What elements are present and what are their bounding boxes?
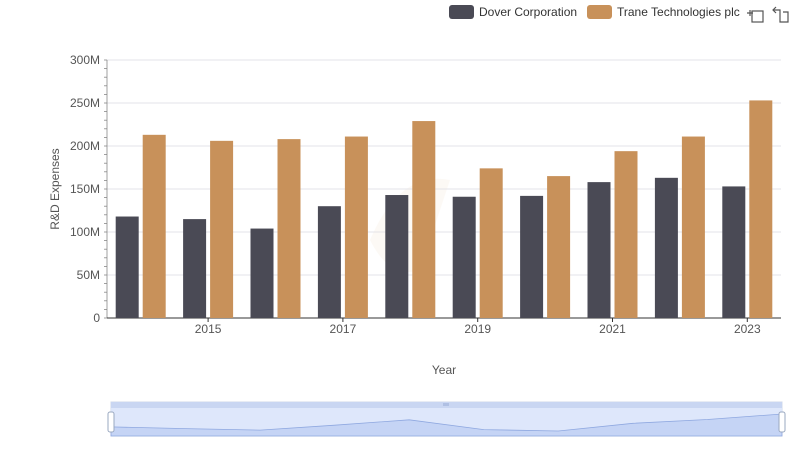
slider-right-handle[interactable]: [778, 411, 786, 433]
y-tick-label: 300M: [70, 53, 100, 67]
slider-left-handle[interactable]: [107, 411, 115, 433]
bar-trane[interactable]: [210, 140, 234, 318]
y-tick-label: 250M: [70, 96, 100, 110]
x-axis-title: Year: [432, 363, 456, 377]
legend-swatch-dover: [449, 5, 474, 19]
bar-dover[interactable]: [385, 195, 409, 318]
bar-dover[interactable]: [183, 219, 207, 318]
slider-top-bar[interactable]: [111, 402, 782, 408]
bar-dover[interactable]: [520, 195, 544, 318]
bar-trane[interactable]: [344, 136, 368, 318]
bar-dover[interactable]: [115, 216, 139, 318]
x-tick-label: 2015: [195, 322, 222, 336]
bar-trane[interactable]: [412, 121, 436, 318]
zoom-reset-icon[interactable]: [772, 6, 789, 23]
legend-label-trane: Trane Technologies plc: [617, 5, 740, 19]
gridlines: [107, 59, 781, 276]
bar-trane[interactable]: [749, 100, 773, 318]
y-tick-label: 150M: [70, 182, 100, 196]
data-zoom-slider[interactable]: [107, 401, 786, 437]
bar-trane[interactable]: [681, 136, 705, 318]
x-tick-label: 2019: [464, 322, 491, 336]
bar-dover[interactable]: [250, 228, 274, 318]
y-tick-label: 200M: [70, 139, 100, 153]
x-tick-label: 2017: [330, 322, 357, 336]
bar-dover[interactable]: [317, 206, 341, 318]
bar-trane[interactable]: [142, 134, 166, 318]
y-axis: 0 50M 100M 150M 200M 250M 300M: [70, 53, 108, 325]
legend-swatch-trane: [587, 5, 612, 19]
y-tick-label: 100M: [70, 225, 100, 239]
bar-trane[interactable]: [277, 139, 301, 318]
legend: Dover Corporation Trane Technologies plc: [449, 5, 740, 19]
bar-trane[interactable]: [614, 151, 638, 318]
legend-label-dover: Dover Corporation: [479, 5, 577, 19]
bar-dover[interactable]: [722, 186, 746, 318]
slider-preview-line: [110, 413, 783, 437]
legend-item-dover[interactable]: Dover Corporation: [449, 5, 577, 19]
x-axis: 2015 2017 2019 2021 2023: [107, 317, 781, 336]
x-tick-label: 2023: [734, 322, 761, 336]
bars: [115, 100, 773, 318]
bar-trane[interactable]: [547, 176, 571, 318]
y-axis-title: R&D Expenses: [48, 148, 62, 229]
y-tick-label: 50M: [77, 268, 100, 282]
x-tick-label: 2021: [599, 322, 626, 336]
zoom-select-icon[interactable]: [747, 10, 764, 23]
bar-dover[interactable]: [587, 182, 611, 318]
bar-dover[interactable]: [452, 196, 476, 318]
y-tick-label: 0: [93, 311, 100, 325]
legend-item-trane[interactable]: Trane Technologies plc: [587, 5, 740, 19]
slider-drag-handle-icon[interactable]: [443, 403, 449, 406]
bar-trane[interactable]: [479, 168, 503, 318]
bar-dover[interactable]: [654, 177, 678, 318]
watermark: [370, 178, 450, 272]
